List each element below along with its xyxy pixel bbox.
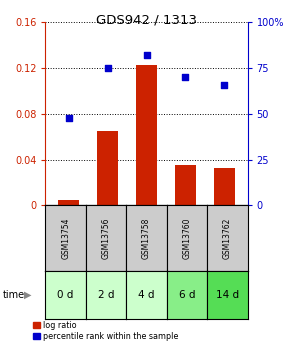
Text: 6 d: 6 d: [179, 290, 195, 300]
Text: time: time: [3, 290, 25, 300]
Text: GSM13756: GSM13756: [102, 217, 110, 259]
Text: GDS942 / 1313: GDS942 / 1313: [96, 14, 197, 27]
Point: [144, 52, 149, 58]
Text: 2 d: 2 d: [98, 290, 114, 300]
Bar: [97, 131, 118, 205]
Point: [105, 65, 110, 71]
Legend: log ratio, percentile rank within the sample: log ratio, percentile rank within the sa…: [33, 321, 178, 341]
Text: GSM13754: GSM13754: [61, 217, 70, 259]
Point: [183, 75, 188, 80]
Text: ▶: ▶: [24, 290, 32, 300]
Bar: [136, 65, 157, 205]
Point: [67, 115, 71, 120]
Text: GSM13762: GSM13762: [223, 217, 232, 259]
Text: 4 d: 4 d: [138, 290, 155, 300]
Text: GSM13760: GSM13760: [183, 217, 191, 259]
Text: GSM13758: GSM13758: [142, 217, 151, 259]
Text: 0 d: 0 d: [57, 290, 74, 300]
Bar: [214, 168, 235, 205]
Text: 14 d: 14 d: [216, 290, 239, 300]
Bar: [58, 199, 79, 205]
Bar: [175, 165, 196, 205]
Point: [222, 82, 226, 87]
